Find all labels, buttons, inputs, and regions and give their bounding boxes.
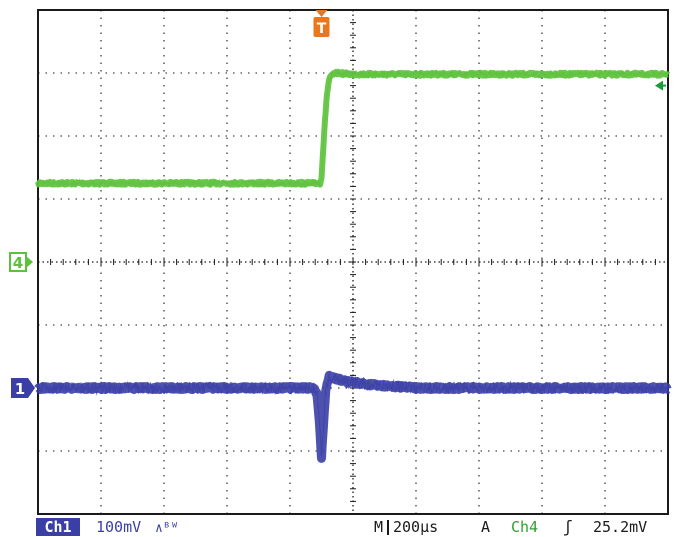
status-bar: Ch1 100mV ∧ᴮᵂ M 200µs A Ch4 ʃ 25.2mV [36, 517, 647, 536]
trace-ch4 [35, 68, 671, 189]
ch1-label-bg [36, 518, 80, 536]
traces [34, 68, 672, 463]
trigger-mode: A [481, 518, 490, 536]
channel-marker-label: 1 [15, 380, 25, 398]
ch1-scale: 100mV [96, 518, 141, 536]
channel-ground-marker-ch4: 4 [9, 252, 33, 272]
trace-ch1 [34, 370, 672, 463]
trigger-level-marker [655, 80, 663, 91]
trigger-position-label: T [317, 21, 327, 37]
trigger-source: Ch4 [511, 518, 538, 536]
ch1-label: Ch1 [44, 518, 71, 536]
trigger-position-marker: T [313, 10, 330, 37]
ch1-bandwidth: ∧ᴮᵂ [155, 521, 178, 536]
timebase-prefix: M [374, 518, 383, 536]
markers: 4 1 T [9, 10, 666, 398]
channel-marker-label: 4 [13, 254, 23, 272]
timebase-value: 200µs [393, 518, 438, 536]
trigger-level: 25.2mV [593, 518, 647, 536]
trace-noise-ch1 [37, 372, 669, 457]
trace-noise-ch4 [37, 69, 669, 189]
timebase-divider [387, 520, 389, 535]
channel-ground-marker-ch1: 1 [11, 378, 35, 398]
trigger-slope: ʃ [563, 517, 573, 536]
trigger-level-marker-stem [662, 84, 666, 87]
